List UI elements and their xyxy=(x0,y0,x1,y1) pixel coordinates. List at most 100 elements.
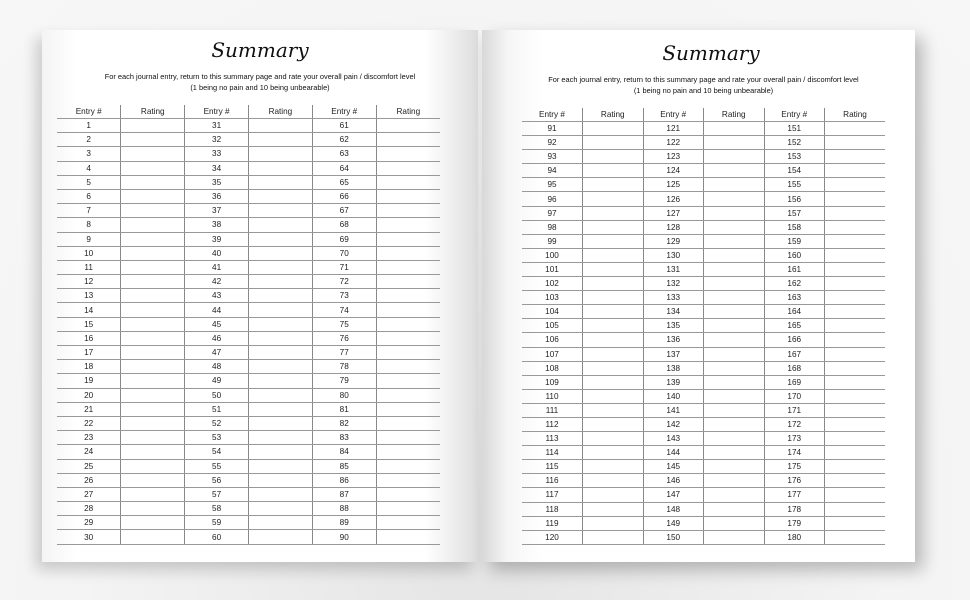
rating-cell[interactable] xyxy=(247,302,313,318)
rating-cell[interactable] xyxy=(120,146,185,162)
rating-cell[interactable] xyxy=(582,417,643,433)
rating-cell[interactable] xyxy=(824,304,885,320)
rating-cell[interactable] xyxy=(120,515,185,531)
rating-cell[interactable] xyxy=(824,445,885,461)
rating-cell[interactable] xyxy=(703,191,764,207)
rating-cell[interactable] xyxy=(824,135,885,151)
rating-cell[interactable] xyxy=(375,331,440,347)
rating-cell[interactable] xyxy=(120,203,185,219)
rating-cell[interactable] xyxy=(824,206,885,221)
rating-cell[interactable] xyxy=(375,302,440,318)
rating-cell[interactable] xyxy=(824,530,885,545)
rating-cell[interactable] xyxy=(120,529,185,545)
rating-cell[interactable] xyxy=(824,347,885,362)
rating-cell[interactable] xyxy=(120,459,185,474)
rating-cell[interactable] xyxy=(703,516,764,531)
rating-cell[interactable] xyxy=(247,459,313,474)
rating-cell[interactable] xyxy=(824,262,885,278)
rating-cell[interactable] xyxy=(582,248,643,263)
rating-cell[interactable] xyxy=(120,118,185,134)
rating-cell[interactable] xyxy=(824,459,885,475)
rating-cell[interactable] xyxy=(375,416,440,432)
rating-cell[interactable] xyxy=(247,416,313,432)
rating-cell[interactable] xyxy=(824,276,885,292)
rating-cell[interactable] xyxy=(247,203,313,219)
rating-cell[interactable] xyxy=(247,473,313,488)
rating-cell[interactable] xyxy=(247,189,313,205)
rating-cell[interactable] xyxy=(120,132,185,148)
rating-cell[interactable] xyxy=(247,317,313,332)
rating-cell[interactable] xyxy=(120,359,185,375)
rating-cell[interactable] xyxy=(824,417,885,433)
rating-cell[interactable] xyxy=(120,416,185,432)
rating-cell[interactable] xyxy=(703,361,764,376)
rating-cell[interactable] xyxy=(375,345,440,361)
rating-cell[interactable] xyxy=(582,459,643,475)
rating-cell[interactable] xyxy=(120,501,185,517)
rating-cell[interactable] xyxy=(375,246,440,261)
rating-cell[interactable] xyxy=(120,444,185,460)
rating-cell[interactable] xyxy=(120,373,185,389)
rating-cell[interactable] xyxy=(703,347,764,362)
rating-cell[interactable] xyxy=(824,220,885,235)
rating-cell[interactable] xyxy=(582,389,643,404)
rating-cell[interactable] xyxy=(582,530,643,545)
rating-cell[interactable] xyxy=(824,149,885,165)
rating-cell[interactable] xyxy=(375,161,440,176)
rating-cell[interactable] xyxy=(120,274,185,290)
rating-cell[interactable] xyxy=(703,431,764,447)
rating-cell[interactable] xyxy=(247,260,313,276)
rating-cell[interactable] xyxy=(582,163,643,179)
rating-cell[interactable] xyxy=(703,248,764,263)
rating-cell[interactable] xyxy=(375,430,440,446)
rating-cell[interactable] xyxy=(120,302,185,318)
rating-cell[interactable] xyxy=(703,332,764,348)
rating-cell[interactable] xyxy=(824,318,885,334)
rating-cell[interactable] xyxy=(247,246,313,261)
rating-cell[interactable] xyxy=(247,118,313,134)
rating-cell[interactable] xyxy=(120,217,185,233)
rating-cell[interactable] xyxy=(703,234,764,249)
rating-cell[interactable] xyxy=(824,234,885,249)
rating-cell[interactable] xyxy=(703,318,764,334)
rating-cell[interactable] xyxy=(247,345,313,361)
rating-cell[interactable] xyxy=(582,149,643,165)
rating-cell[interactable] xyxy=(120,473,185,488)
rating-cell[interactable] xyxy=(375,260,440,276)
rating-cell[interactable] xyxy=(824,502,885,517)
rating-cell[interactable] xyxy=(120,175,185,190)
rating-cell[interactable] xyxy=(582,262,643,278)
rating-cell[interactable] xyxy=(375,459,440,474)
rating-cell[interactable] xyxy=(824,487,885,503)
rating-cell[interactable] xyxy=(247,501,313,517)
rating-cell[interactable] xyxy=(247,515,313,531)
rating-cell[interactable] xyxy=(824,163,885,179)
rating-cell[interactable] xyxy=(582,304,643,320)
rating-cell[interactable] xyxy=(375,132,440,148)
rating-cell[interactable] xyxy=(703,206,764,221)
rating-cell[interactable] xyxy=(824,332,885,348)
rating-cell[interactable] xyxy=(375,444,440,460)
rating-cell[interactable] xyxy=(247,288,313,304)
rating-cell[interactable] xyxy=(703,149,764,165)
rating-cell[interactable] xyxy=(247,388,313,403)
rating-cell[interactable] xyxy=(824,248,885,263)
rating-cell[interactable] xyxy=(375,189,440,205)
rating-cell[interactable] xyxy=(582,403,643,418)
rating-cell[interactable] xyxy=(120,317,185,332)
rating-cell[interactable] xyxy=(375,118,440,134)
rating-cell[interactable] xyxy=(120,331,185,347)
rating-cell[interactable] xyxy=(582,206,643,221)
rating-cell[interactable] xyxy=(120,161,185,176)
rating-cell[interactable] xyxy=(375,402,440,417)
rating-cell[interactable] xyxy=(582,191,643,207)
rating-cell[interactable] xyxy=(247,529,313,545)
rating-cell[interactable] xyxy=(824,389,885,404)
rating-cell[interactable] xyxy=(375,274,440,290)
rating-cell[interactable] xyxy=(375,388,440,403)
rating-cell[interactable] xyxy=(703,304,764,320)
rating-cell[interactable] xyxy=(120,430,185,446)
rating-cell[interactable] xyxy=(582,135,643,151)
rating-cell[interactable] xyxy=(375,473,440,488)
rating-cell[interactable] xyxy=(120,232,185,247)
